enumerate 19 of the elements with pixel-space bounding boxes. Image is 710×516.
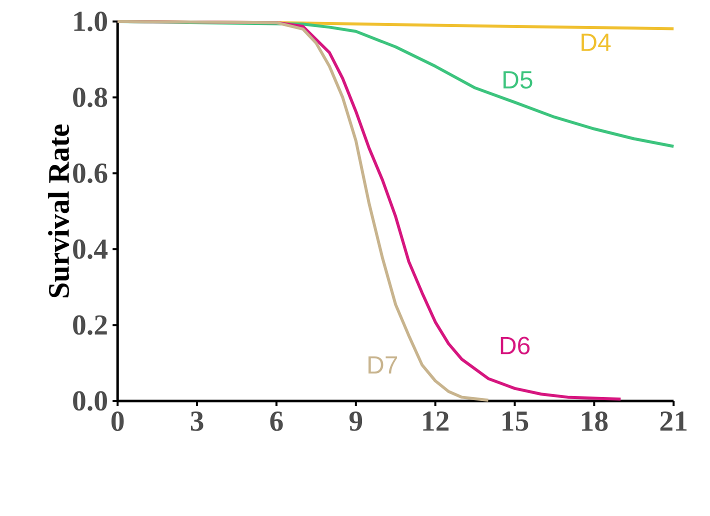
- y-tick-label: 0.4: [73, 239, 108, 259]
- x-tick-label: 9: [349, 412, 362, 431]
- x-tick-label: 15: [502, 412, 528, 431]
- x-tick-label: 6: [270, 412, 283, 431]
- x-tick-label: 21: [660, 412, 687, 431]
- y-tick-label: 1.0: [74, 12, 107, 32]
- y-tick-label: 0.0: [73, 391, 107, 411]
- series-label: D7: [368, 356, 398, 374]
- y-tick-label: 0.2: [73, 315, 107, 335]
- x-tick-label: 12: [423, 412, 449, 431]
- y-tick-label: 0.6: [73, 163, 108, 184]
- x-tick-label: 18: [582, 412, 608, 431]
- y-axis-title: Survival Rate: [48, 124, 70, 298]
- x-tick-label: 3: [190, 412, 204, 431]
- x-tick-label: 0: [111, 412, 124, 431]
- y-tick-label: 0.8: [73, 88, 108, 108]
- series-label: D6: [500, 336, 530, 354]
- series-label: D4: [582, 34, 611, 51]
- series-label: D5: [504, 71, 532, 89]
